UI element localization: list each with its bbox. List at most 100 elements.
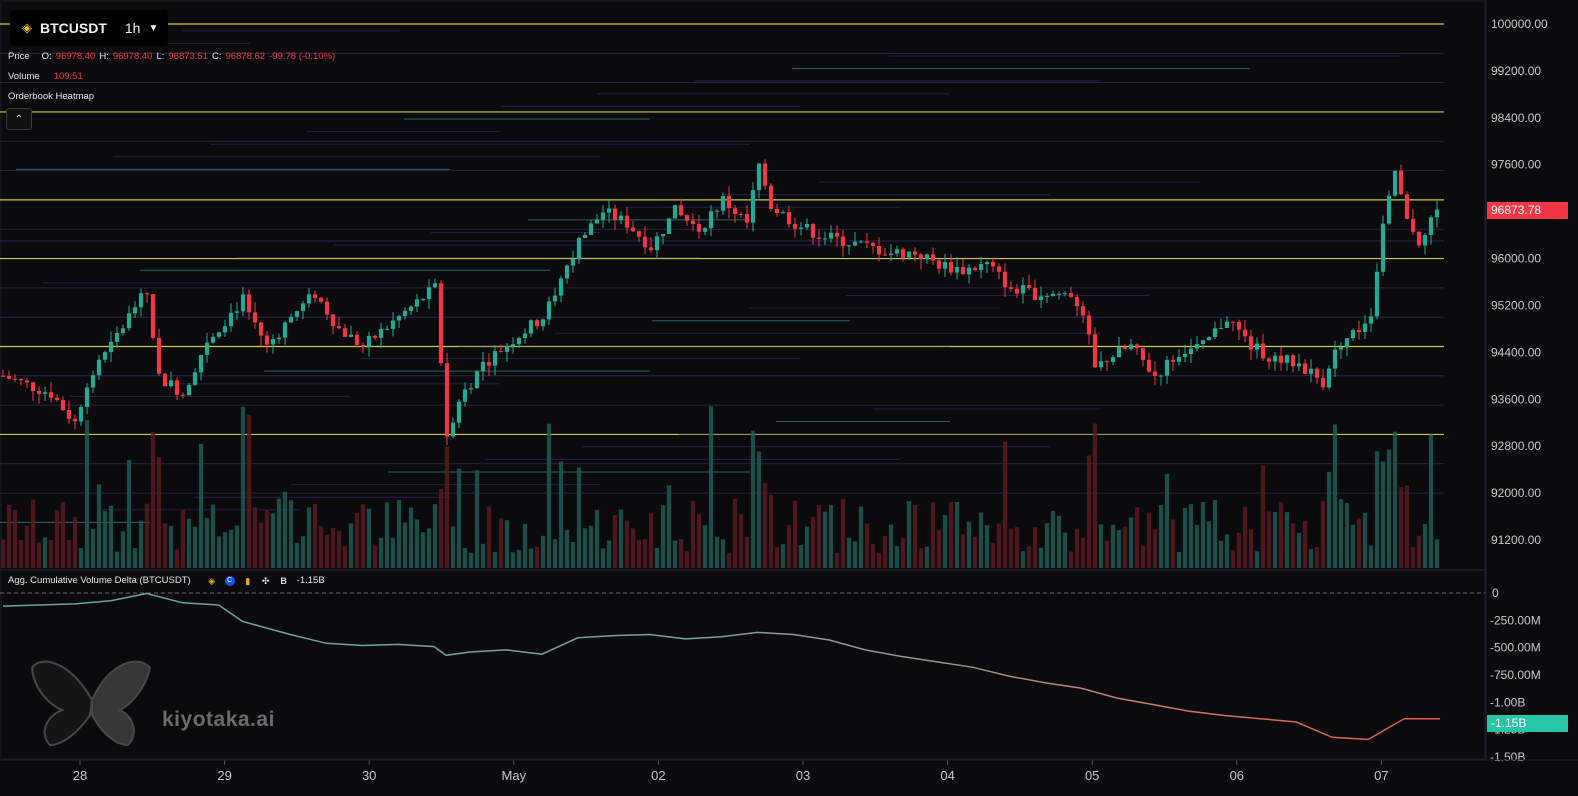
candle-body xyxy=(30,382,36,391)
volume-bar xyxy=(552,539,558,568)
price-axis[interactable]: 100000.00 99200.00 98400.00 97600.00 96000.0… xyxy=(1491,17,1548,547)
volume-bar xyxy=(462,547,468,568)
volume-bar xyxy=(384,502,390,568)
symbol-selector[interactable]: ◈ BTCUSDT 1h ▼ xyxy=(10,10,168,46)
candle-body xyxy=(42,392,48,394)
volume-bar xyxy=(252,507,258,568)
candle-body xyxy=(1284,355,1290,363)
candle-body xyxy=(816,237,822,240)
price-tick-label: 99200.00 xyxy=(1491,64,1541,78)
volume-bar xyxy=(1158,505,1164,568)
candle-body xyxy=(1296,363,1302,367)
candle-body xyxy=(1344,338,1350,348)
candle-body xyxy=(300,303,306,312)
volume-bar xyxy=(1020,551,1026,568)
candle-body xyxy=(1080,306,1086,316)
time-axis[interactable]: 28 29 30 May 02 03 04 05 06 07 xyxy=(73,760,1389,783)
volume-bar xyxy=(426,528,432,568)
volume-bar xyxy=(138,520,144,568)
candle-body xyxy=(780,212,786,214)
volume-bar xyxy=(174,549,180,568)
volume-bar xyxy=(996,523,1002,568)
volume-bar xyxy=(24,526,30,568)
candle-body xyxy=(1260,343,1266,359)
candle-body xyxy=(564,265,570,279)
volume-bar xyxy=(984,525,990,568)
volume-bar xyxy=(420,532,426,568)
volume-bar xyxy=(990,542,996,568)
candle-body xyxy=(696,224,702,232)
volume-bar xyxy=(1272,511,1278,568)
candle-body xyxy=(1404,194,1410,219)
price-tick-label: 92000.00 xyxy=(1491,486,1541,500)
candle-body xyxy=(618,215,624,221)
candle-body xyxy=(348,334,354,337)
volume-bar xyxy=(1410,547,1416,568)
volume-bar xyxy=(1254,551,1260,568)
volume-bar xyxy=(1290,523,1296,568)
candle-body xyxy=(996,266,1002,272)
candle-body xyxy=(1152,371,1158,376)
price-tick-label: 97600.00 xyxy=(1491,158,1541,172)
volume-bar xyxy=(54,510,60,568)
volume-bar xyxy=(600,548,606,568)
cvd-line xyxy=(2,592,1440,741)
candle-body xyxy=(354,334,360,345)
candle-body xyxy=(918,254,924,260)
candle-body xyxy=(1200,340,1206,345)
timeframe-label[interactable]: 1h xyxy=(124,20,141,36)
candle-body xyxy=(1146,359,1152,372)
candle-body xyxy=(78,406,84,422)
candle-body xyxy=(264,335,270,345)
volume-bar xyxy=(618,509,624,568)
volume-bar xyxy=(702,525,708,568)
candle-body xyxy=(1170,359,1176,362)
collapse-legend-button[interactable]: ⌃ xyxy=(6,108,32,130)
volume-bar xyxy=(264,509,270,568)
candle-body xyxy=(84,387,90,407)
volume-bar xyxy=(876,552,882,568)
candle-body xyxy=(210,336,216,343)
volume-bar xyxy=(1332,424,1338,568)
candle-body xyxy=(144,293,150,295)
candle-body xyxy=(1332,349,1338,369)
candle-body xyxy=(678,205,684,216)
volume-bar xyxy=(1380,461,1386,568)
volume-bar xyxy=(150,432,156,568)
volume-bar xyxy=(1176,551,1182,568)
volume-bar xyxy=(558,461,564,568)
volume-bar xyxy=(732,498,738,568)
volume-bar xyxy=(630,528,636,568)
volume-bar xyxy=(186,518,192,568)
candle-body xyxy=(1068,293,1074,297)
volume-bar xyxy=(660,505,666,568)
candle-body xyxy=(402,310,408,317)
close-value: 96878.62 xyxy=(225,51,266,62)
candle-body xyxy=(630,227,636,232)
binance-diamond-icon: ◈ xyxy=(22,20,32,35)
candle-body xyxy=(978,264,984,271)
volume-bar xyxy=(1206,521,1212,568)
volume-bar xyxy=(1164,473,1170,568)
candle-body xyxy=(414,299,420,307)
volume-bar xyxy=(516,549,522,568)
volume-bar xyxy=(156,457,162,568)
volume-bar xyxy=(90,528,96,568)
candle-body xyxy=(1290,355,1296,367)
caret-down-icon[interactable]: ▼ xyxy=(148,22,159,34)
volume-bar xyxy=(18,540,24,568)
price-tick-label: 92800.00 xyxy=(1491,439,1541,453)
price-tick-label: 93600.00 xyxy=(1491,392,1541,406)
candle-body xyxy=(180,394,186,396)
candle-body xyxy=(714,210,720,212)
volume-bar xyxy=(1044,523,1050,568)
candle-body xyxy=(750,190,756,223)
candle-body xyxy=(1386,195,1392,224)
volume-bar xyxy=(126,459,132,568)
kiyotaka-logo-text: kiyotaka.ai xyxy=(162,708,275,731)
candle-body xyxy=(906,251,912,258)
volume-bar xyxy=(1362,512,1368,568)
candle-body xyxy=(882,254,888,256)
volume-bar xyxy=(894,546,900,568)
